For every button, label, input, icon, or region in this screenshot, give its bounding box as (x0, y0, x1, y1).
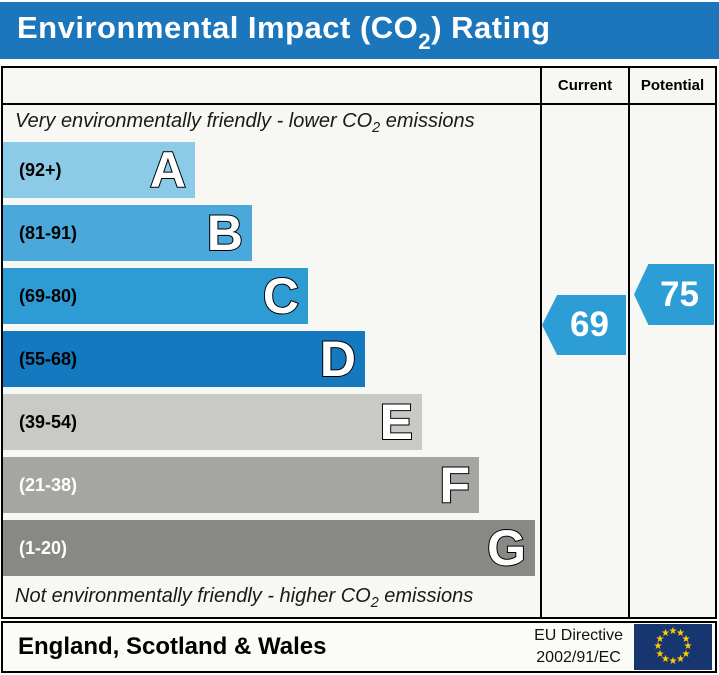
top-note: Very environmentally friendly - lower CO… (15, 110, 475, 136)
band-g: (1-20) G (3, 520, 535, 576)
band-a: (92+) A (3, 142, 195, 198)
band-c: (69-80) C (3, 268, 308, 324)
band-letter: B (206, 205, 244, 261)
band-letter: F (438, 457, 471, 513)
band-letter: D (319, 331, 357, 387)
eu-flag-star: ★ (681, 648, 691, 660)
bands-list: (92+) A (81-91) B (69-80) C (55-68) D (39-54) E (2… (3, 142, 540, 583)
chart-title: Environmental Impact (CO2) Rating (17, 9, 551, 55)
table-body-row: Very environmentally friendly - lower CO… (3, 105, 715, 617)
current-column: 69 (540, 105, 628, 617)
band-range-label: (92+) (19, 159, 62, 180)
eu-flag-star: ★ (681, 633, 691, 645)
bottom-note: Not environmentally friendly - higher CO… (15, 585, 474, 611)
region-label: England, Scotland & Wales (18, 633, 327, 660)
potential-rating-arrow: 75 (634, 264, 714, 325)
eu-flag-star: ★ (676, 628, 685, 639)
band-letter: C (262, 268, 300, 324)
chart-title-bar: Environmental Impact (CO2) Rating (0, 2, 719, 59)
potential-rating-value: 75 (660, 274, 699, 314)
eu-flag-star: ★ (668, 656, 678, 667)
eu-flag-icon: ★ ★ ★ ★ ★ ★ ★ ★ ★ ★ ★ ★ (634, 624, 712, 670)
eu-flag-star: ★ (676, 653, 685, 665)
band-letter: G (486, 520, 527, 576)
header-current: Current (540, 68, 628, 103)
potential-column: 75 (628, 105, 715, 617)
table-header-row: Current Potential (3, 68, 715, 105)
rating-table: Current Potential Very environmentally f… (1, 66, 717, 619)
current-rating-value: 69 (570, 305, 609, 344)
eu-flag-star: ★ (668, 626, 678, 637)
band-range-label: (1-20) (19, 537, 68, 558)
band-letter: A (149, 142, 187, 198)
band-range-label: (69-80) (19, 285, 78, 306)
band-range-label: (39-54) (19, 411, 78, 432)
band-letter: E (379, 394, 414, 450)
bands-column: Very environmentally friendly - lower CO… (3, 105, 540, 617)
eu-directive-line2: 2002/91/EC (536, 649, 621, 666)
footer-right-group: EU Directive 2002/91/EC ★ ★ ★ ★ ★ ★ ★ ★ ★ ★ ★ ★ (534, 624, 715, 670)
footer-bar: England, Scotland & Wales EU Directive 2… (1, 621, 717, 673)
eu-flag-star: ★ (683, 641, 693, 652)
band-b: (81-91) B (3, 205, 252, 261)
band-d: (55-68) D (3, 331, 365, 387)
eu-flag-star: ★ (653, 641, 663, 652)
band-range-label: (21-38) (19, 474, 78, 495)
band-f: (21-38) F (3, 457, 479, 513)
eu-flag-star: ★ (655, 633, 665, 645)
header-potential: Potential (628, 68, 715, 103)
band-range-label: (81-91) (19, 222, 78, 243)
eu-flag-star: ★ (661, 653, 670, 665)
eu-directive-line1: EU Directive (534, 627, 623, 645)
band-range-label: (55-68) (19, 348, 78, 369)
eu-flag-star: ★ (655, 648, 665, 660)
eu-flag-star: ★ (661, 628, 670, 639)
band-e: (39-54) E (3, 394, 422, 450)
header-spacer (3, 68, 540, 103)
current-rating-arrow: 69 (542, 295, 626, 355)
eu-directive-text: EU Directive 2002/91/EC (534, 625, 623, 668)
